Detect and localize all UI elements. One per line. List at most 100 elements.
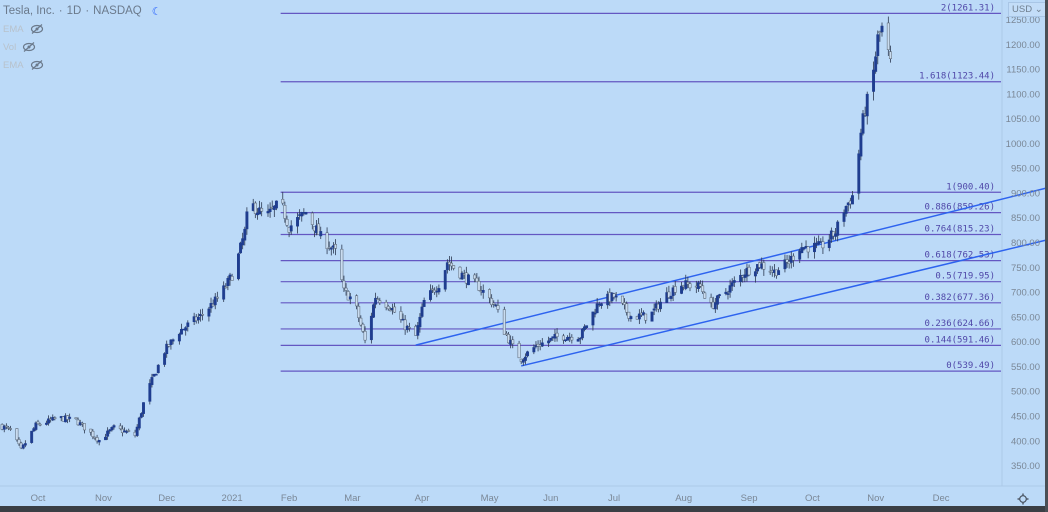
candle — [177, 332, 181, 345]
candle-body — [549, 337, 553, 341]
candle-body — [317, 223, 321, 235]
candle — [393, 302, 397, 313]
candle — [348, 292, 352, 305]
candle — [215, 291, 219, 302]
candle — [703, 291, 707, 299]
candle — [416, 321, 420, 340]
currency-label: USD — [1012, 4, 1033, 15]
time-axis[interactable]: Oct Nov Dec 2021 Feb Mar Apr May Jun Jul Aug Sep Oct… — [31, 493, 950, 504]
candle-body — [659, 301, 662, 310]
candle — [243, 226, 247, 246]
candle-body — [570, 337, 574, 341]
candle-body — [110, 427, 114, 431]
candle-body — [142, 402, 145, 414]
candle — [844, 205, 848, 217]
candle-body — [150, 377, 154, 385]
candle — [701, 280, 705, 294]
candle — [739, 269, 743, 287]
fibonacci-retracement[interactable]: 2(1261.31) 1.618(1123.44) 1(900.40) 0.886(8… — [280, 3, 1001, 372]
candle — [561, 333, 565, 344]
candle — [268, 202, 272, 218]
eye-off-icon[interactable] — [30, 24, 44, 34]
candle — [490, 294, 494, 308]
candle — [4, 423, 8, 430]
candle-body — [237, 253, 240, 280]
candle — [167, 344, 171, 348]
candle — [599, 302, 603, 309]
candle-body — [418, 316, 422, 328]
candle-body — [709, 297, 713, 303]
candle — [325, 227, 329, 255]
candle-body — [614, 295, 618, 298]
market-status-icon[interactable]: ☾ — [151, 5, 162, 18]
candle-body — [167, 344, 171, 347]
candle-body — [74, 417, 78, 420]
currency-dropdown[interactable]: USD ⌄ — [1008, 2, 1047, 17]
candle-body — [526, 351, 529, 357]
candle-body — [874, 56, 878, 72]
candle — [357, 303, 361, 323]
candle-body — [452, 265, 456, 269]
candle-body — [372, 304, 375, 318]
price-tick-label: 1250.00 — [1006, 15, 1040, 26]
price-tick-label: 1150.00 — [1006, 65, 1040, 76]
candle — [728, 279, 732, 298]
candle-body — [445, 262, 449, 271]
indicator-vol[interactable]: Vol — [3, 39, 162, 55]
candle-body — [713, 302, 717, 310]
candle-body — [253, 202, 257, 214]
price-tick-label: 1200.00 — [1006, 40, 1040, 51]
candle-body — [296, 217, 299, 227]
candle — [82, 423, 86, 434]
candle — [526, 350, 529, 358]
candle — [724, 288, 728, 296]
candle — [104, 433, 107, 441]
candle — [374, 292, 378, 309]
candle — [405, 324, 409, 333]
candle-body — [89, 428, 93, 433]
candle — [283, 201, 287, 223]
candle — [583, 324, 586, 332]
indicator-ema-1[interactable]: EMA — [3, 21, 162, 37]
candle-body — [532, 347, 536, 353]
candle — [747, 264, 751, 277]
indicator-ema-2[interactable]: EMA — [3, 57, 162, 73]
candle-body — [340, 248, 344, 280]
trend-channel[interactable] — [415, 187, 1047, 367]
candle — [802, 247, 806, 251]
candle-body — [285, 218, 289, 226]
candle-body — [224, 286, 228, 289]
candle-body — [844, 206, 848, 214]
interval: 1D — [66, 5, 82, 17]
candle — [9, 425, 13, 431]
candle — [296, 212, 299, 234]
candle-body — [724, 291, 728, 294]
fib-level-label: 0.382(677.36) — [925, 293, 995, 303]
candle-body — [502, 309, 506, 335]
candle — [319, 226, 323, 240]
candle — [89, 428, 93, 436]
candle-body — [104, 436, 107, 441]
gear-icon[interactable] — [1017, 493, 1029, 505]
candle-body — [857, 153, 861, 194]
symbol-info[interactable]: Tesla, Inc. · 1D · NASDAQ ☾ — [3, 3, 162, 19]
time-tick-label: Sep — [741, 493, 758, 504]
candle-body — [393, 306, 397, 313]
candle-body — [21, 444, 25, 449]
candle-body — [637, 313, 641, 320]
time-tick-label: 2021 — [222, 493, 243, 504]
candle — [460, 271, 464, 280]
candle — [680, 281, 683, 295]
eye-off-icon[interactable] — [30, 60, 44, 70]
candle-body — [346, 291, 350, 301]
price-axis[interactable]: 1250.00 1200.00 1150.00 1100.00 1050.00 1000.… — [1006, 15, 1040, 472]
indicator-label: EMA — [3, 59, 24, 71]
candle — [207, 306, 211, 322]
candle-body — [798, 250, 802, 260]
candle — [340, 244, 344, 282]
eye-off-icon[interactable] — [22, 42, 36, 52]
candle-body — [699, 283, 702, 287]
candle — [549, 337, 553, 343]
candle — [732, 276, 736, 288]
